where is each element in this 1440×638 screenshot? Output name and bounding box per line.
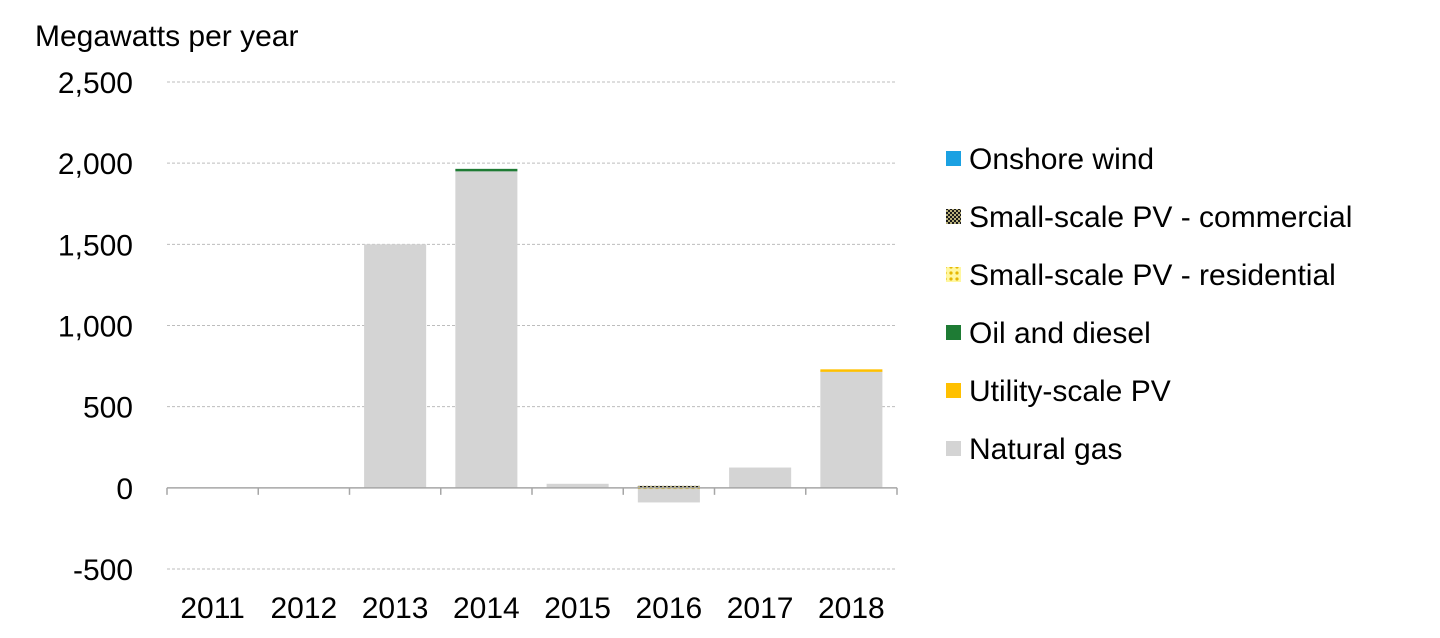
legend-swatch [946,151,961,166]
y-tick-label: 2,000 [58,148,133,181]
bar-segment [546,483,609,488]
legend-swatch [946,441,961,456]
x-tick-label: 2013 [362,592,429,625]
x-tick-label: 2018 [818,592,885,625]
bar-segment [729,467,792,488]
y-axis-title: Megawatts per year [35,20,298,53]
x-tick-label: 2015 [544,592,611,625]
bar-segment [455,168,518,172]
legend-swatch [946,267,961,282]
y-tick-label: 1,000 [58,311,133,344]
x-tick-label: 2016 [636,592,703,625]
bar-segment [455,171,518,488]
bar-segment [364,244,427,488]
x-tick-label: 2012 [271,592,338,625]
x-tick-label: 2017 [727,592,794,625]
y-tick-label: 2,500 [58,67,133,100]
legend-label: Onshore wind [969,143,1154,176]
x-axis [166,487,898,495]
bar-segment [820,370,883,488]
y-tick-label: 500 [83,392,133,425]
y-tick-label: 0 [116,473,133,506]
bar-segment [820,369,883,372]
y-tick-label: 1,500 [58,229,133,262]
bar-segment [637,487,700,503]
legend-item: Small-scale PV - commercial [946,201,1352,234]
x-axis-tick-labels: 2011 2012 2013 2014 2015 2016 2017 2018 [180,592,884,625]
bars [364,168,883,503]
gridlines [167,81,897,570]
legend-label: Small-scale PV - residential [969,259,1336,292]
legend-swatch [946,325,961,340]
legend-label: Natural gas [969,433,1122,466]
legend: Onshore wind Small-scale PV - commercial S… [946,143,1352,466]
x-tick-label: 2011 [180,592,245,625]
legend-label: Utility-scale PV [969,375,1171,408]
legend-swatch [946,209,961,224]
y-axis-tick-labels: -500 0 500 1,000 1,500 2,000 2,500 [58,67,133,587]
legend-swatch [946,383,961,398]
legend-item: Onshore wind [946,143,1154,176]
y-tick-label: -500 [73,554,133,587]
x-tick-label: 2014 [453,592,520,625]
legend-label: Oil and diesel [969,317,1151,350]
legend-label: Small-scale PV - commercial [969,201,1352,234]
legend-item: Natural gas [946,433,1122,466]
legend-item: Small-scale PV - residential [946,259,1336,292]
legend-item: Oil and diesel [946,317,1151,350]
legend-item: Utility-scale PV [946,375,1171,408]
